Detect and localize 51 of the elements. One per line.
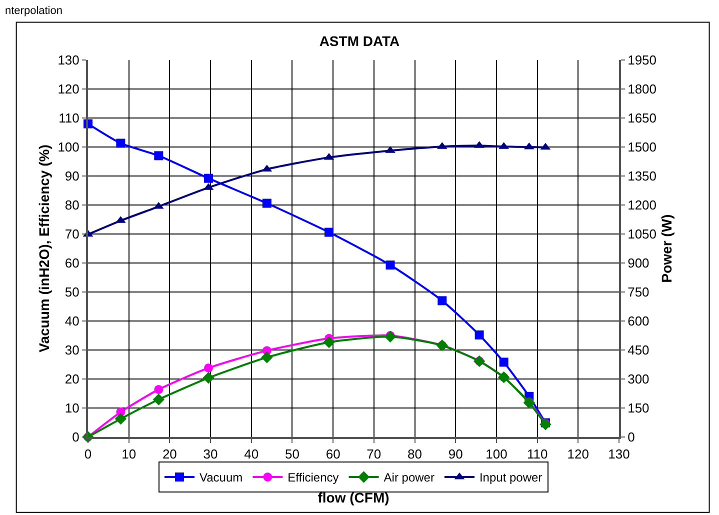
x-tick-label: 20 xyxy=(162,446,177,462)
legend-label: Air power xyxy=(384,470,434,485)
legend-label: Vacuum xyxy=(200,470,243,485)
x-tick-label: 10 xyxy=(122,446,136,462)
legend-label: Efficiency xyxy=(288,470,339,485)
y-tick-label: 130 xyxy=(58,52,80,68)
y2-tick-label: 1950 xyxy=(628,52,657,68)
y-tick-label: 110 xyxy=(58,110,80,126)
chart-title: ASTM DATA xyxy=(319,32,400,49)
x-tick-label: 130 xyxy=(608,446,630,462)
x-tick-label: 110 xyxy=(526,446,548,462)
x-tick-label: 120 xyxy=(567,446,589,462)
text: nterpolation xyxy=(5,5,62,17)
x-tick-label: 60 xyxy=(326,446,340,462)
y2-tick-label: 450 xyxy=(628,342,650,358)
y2-tick-label: 1200 xyxy=(628,198,657,213)
y-tick-label: 40 xyxy=(64,314,80,329)
x-tick-label: 40 xyxy=(244,446,259,462)
y2-tick-label: 1650 xyxy=(628,110,657,126)
y-tick-label: 0 xyxy=(72,430,80,445)
y2-tick-label: 900 xyxy=(628,256,650,271)
y2-tick-label: 150 xyxy=(628,400,650,416)
y-tick-label: 50 xyxy=(64,284,80,300)
x-tick-label: 90 xyxy=(448,446,463,462)
legend-label: Input power xyxy=(479,470,542,485)
x-tick-label: 80 xyxy=(408,446,422,462)
y-tick-label: 10 xyxy=(64,400,80,416)
x-tick-label: 100 xyxy=(486,446,508,462)
y2-tick-label: 1800 xyxy=(628,82,657,97)
y-tick-label: 60 xyxy=(64,256,80,271)
y2-tick-label: 0 xyxy=(628,430,635,445)
y2-tick-label: 1500 xyxy=(628,140,657,155)
x-axis-title: flow (CFM) xyxy=(318,489,390,506)
x-tick-label: 30 xyxy=(203,446,218,462)
y2-tick-label: 1350 xyxy=(628,168,657,184)
y2-axis-title: Power (W) xyxy=(658,214,675,283)
x-tick-label: 50 xyxy=(284,446,300,462)
y-tick-label: 90 xyxy=(64,168,80,184)
x-tick-label: 70 xyxy=(366,446,382,462)
x-tick-label: 0 xyxy=(84,446,92,462)
y-tick-label: 80 xyxy=(64,198,80,213)
y-tick-label: 120 xyxy=(58,82,80,97)
y-tick-label: 100 xyxy=(58,140,80,155)
y-tick-label: 20 xyxy=(64,372,80,387)
y-tick-label: 30 xyxy=(64,342,80,358)
y2-tick-label: 750 xyxy=(628,284,650,300)
y2-tick-label: 1050 xyxy=(628,226,657,242)
y-tick-label: 70 xyxy=(64,226,80,242)
y2-tick-label: 300 xyxy=(628,372,650,387)
y-axis-title: Vacuum (inH2O), Efficiency (%) xyxy=(36,144,52,352)
y2-tick-label: 600 xyxy=(628,314,650,329)
